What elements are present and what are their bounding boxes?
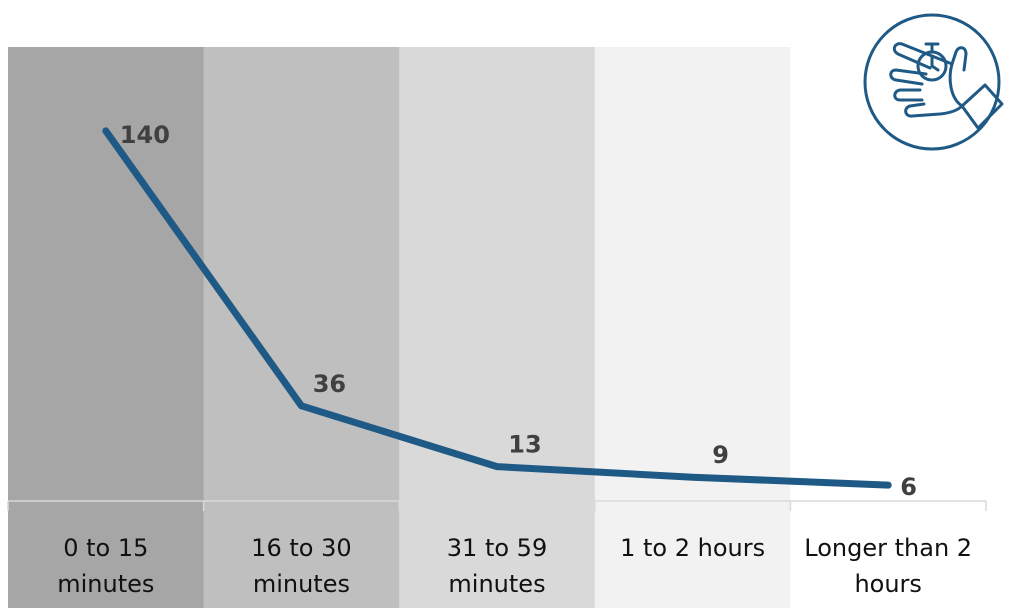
- series-line: [102, 127, 892, 489]
- stopwatch-hand-icon: [863, 13, 1004, 151]
- category-band: [594, 47, 791, 608]
- x-tick-label: Longer than 2 hours: [804, 534, 972, 598]
- x-tick-label: 1 to 2 hours: [620, 534, 765, 562]
- data-label: 140: [120, 121, 170, 149]
- category-band: [790, 47, 987, 608]
- category-band: [8, 47, 205, 608]
- x-tick-label: 0 to 15 minutes: [57, 534, 154, 598]
- data-label: 6: [900, 473, 917, 501]
- x-tick-label: 31 to 59 minutes: [447, 534, 547, 598]
- data-label: 36: [313, 370, 346, 398]
- category-band: [203, 47, 400, 608]
- category-bands: [8, 47, 987, 608]
- data-label: 9: [712, 441, 729, 469]
- category-labels: 0 to 15 minutes 16 to 30 minutes 31 to 59 min…: [57, 534, 972, 598]
- x-tick-label: 16 to 30 minutes: [251, 534, 351, 598]
- data-labels: 140 36 13 9 6: [120, 121, 917, 501]
- category-band: [399, 47, 596, 608]
- x-axis-ticks: [7, 501, 987, 511]
- data-label: 13: [508, 431, 541, 459]
